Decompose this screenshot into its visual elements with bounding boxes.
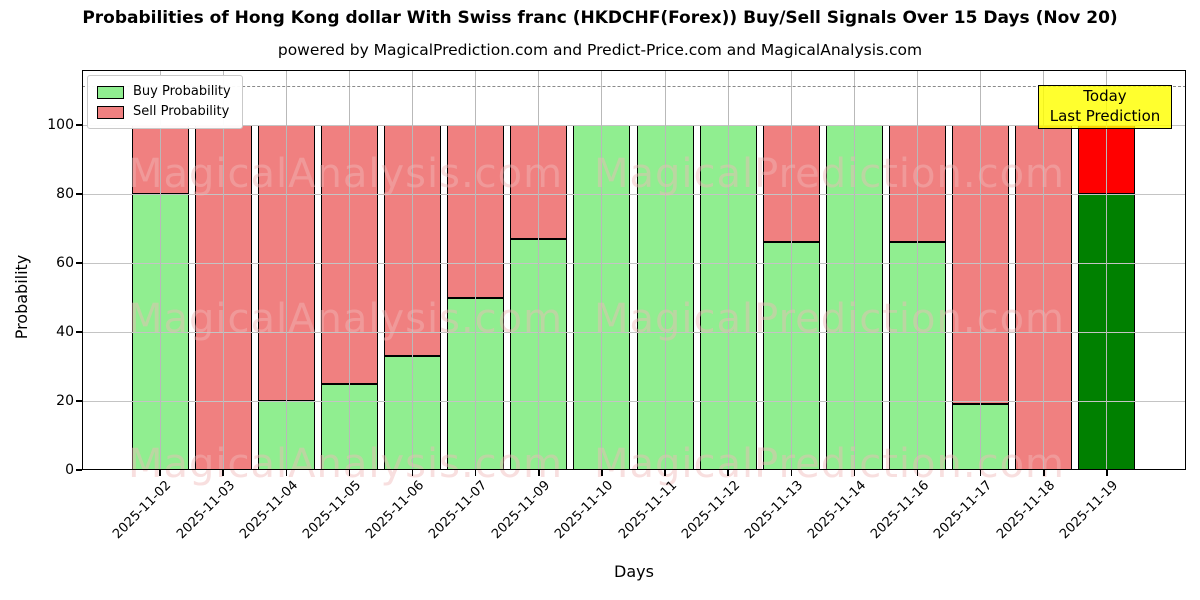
v-gridline-2025-11-05 xyxy=(348,70,350,470)
x-tick-mark-2025-11-02 xyxy=(159,470,161,476)
v-gridline-2025-11-09 xyxy=(538,70,540,470)
x-tick-label-2025-11-17: 2025-11-17 xyxy=(931,478,996,543)
v-gridline-2025-11-16 xyxy=(917,70,919,470)
x-tick-mark-2025-11-07 xyxy=(474,470,477,476)
y-tick-mark-40 xyxy=(76,331,82,333)
x-tick-label-2025-11-11: 2025-11-11 xyxy=(615,478,680,543)
legend-item-sell: Sell Probability xyxy=(97,102,231,122)
y-tick-mark-100 xyxy=(76,124,82,126)
x-tick-label-2025-11-03: 2025-11-03 xyxy=(173,478,238,543)
chart-subtitle: powered by MagicalPrediction.com and Pre… xyxy=(277,41,923,59)
v-gridline-2025-11-07 xyxy=(475,70,477,470)
h-gridline-100 xyxy=(82,124,1186,126)
y-tick-label-100: 100 xyxy=(47,117,74,133)
h-gridline-60 xyxy=(82,262,1186,264)
x-tick-mark-2025-11-18 xyxy=(1043,470,1045,476)
legend-item-buy: Buy Probability xyxy=(97,82,231,102)
x-tick-mark-2025-11-19 xyxy=(1106,470,1108,476)
x-tick-label-2025-11-12: 2025-11-12 xyxy=(678,478,743,543)
v-gridline-2025-11-18 xyxy=(1043,70,1045,470)
x-tick-label-2025-11-18: 2025-11-18 xyxy=(994,478,1059,543)
v-gridline-2025-11-19 xyxy=(1106,70,1108,470)
x-tick-label-2025-11-05: 2025-11-05 xyxy=(299,478,365,543)
watermark-2-0: MagicalAnalysis.com xyxy=(128,441,564,487)
upper-dashed-line xyxy=(82,86,1186,88)
v-gridline-2025-11-02 xyxy=(159,70,161,470)
x-tick-mark-2025-11-13 xyxy=(790,470,793,476)
h-gridline-40 xyxy=(82,331,1186,333)
watermark-0-1: MagicalPrediction.com xyxy=(594,151,1065,197)
y-axis-label: Probability xyxy=(12,254,31,340)
x-tick-label-2025-11-13: 2025-11-13 xyxy=(741,478,806,543)
v-gridline-2025-11-10 xyxy=(601,70,603,470)
x-tick-mark-2025-11-17 xyxy=(979,470,982,476)
x-tick-label-2025-11-02: 2025-11-02 xyxy=(110,478,175,543)
watermark-1-0: MagicalAnalysis.com xyxy=(128,296,564,342)
x-tick-mark-2025-11-04 xyxy=(285,470,288,476)
y-tick-mark-80 xyxy=(76,193,82,195)
annotation-line-last-prediction: Last Prediction xyxy=(1049,107,1161,125)
annotation-line-today: Today xyxy=(1083,87,1127,105)
x-tick-label-2025-11-16: 2025-11-16 xyxy=(868,478,933,543)
legend-label-buy: Buy Probability xyxy=(133,84,231,99)
y-tick-label-20: 20 xyxy=(56,393,74,409)
watermark-1-1: MagicalPrediction.com xyxy=(594,296,1065,342)
y-tick-label-40: 40 xyxy=(56,324,74,340)
x-tick-mark-2025-11-09 xyxy=(538,470,540,476)
x-tick-mark-2025-11-06 xyxy=(411,470,414,476)
v-gridline-2025-11-13 xyxy=(790,70,792,470)
v-gridline-2025-11-04 xyxy=(285,70,287,470)
buy-probability-swatch xyxy=(97,85,124,99)
h-gridline-80 xyxy=(82,193,1186,195)
x-tick-mark-2025-11-10 xyxy=(601,470,603,476)
v-gridline-2025-11-03 xyxy=(222,70,224,470)
sell-probability-swatch xyxy=(97,105,124,119)
plot-area: MagicalAnalysis.com MagicalPrediction.com… xyxy=(82,70,1186,487)
today-annotation-box: Today Last Prediction xyxy=(1038,85,1172,129)
x-tick-label-2025-11-07: 2025-11-07 xyxy=(426,478,491,543)
y-tick-label-0: 0 xyxy=(65,462,74,478)
watermark-0-0: MagicalAnalysis.com xyxy=(128,151,564,197)
x-tick-label-2025-11-14: 2025-11-14 xyxy=(805,478,870,543)
v-gridline-2025-11-14 xyxy=(853,70,855,470)
x-tick-mark-2025-11-16 xyxy=(916,470,919,476)
v-gridline-2025-11-12 xyxy=(727,70,729,470)
x-axis-label: Days xyxy=(614,562,654,581)
v-gridline-2025-11-06 xyxy=(412,70,414,470)
x-tick-mark-2025-11-14 xyxy=(853,470,856,476)
legend-label-sell: Sell Probability xyxy=(133,104,230,119)
y-tick-mark-20 xyxy=(76,400,82,402)
x-tick-mark-2025-11-05 xyxy=(348,470,351,476)
x-tick-label-2025-11-06: 2025-11-06 xyxy=(363,478,428,543)
v-gridline-2025-11-17 xyxy=(980,70,982,470)
x-tick-label-2025-11-10: 2025-11-10 xyxy=(552,478,617,543)
x-tick-mark-2025-11-11 xyxy=(664,470,666,476)
x-tick-mark-2025-11-12 xyxy=(727,470,729,476)
v-gridline-2025-11-11 xyxy=(664,70,666,470)
h-gridline-20 xyxy=(82,400,1186,402)
y-tick-mark-0 xyxy=(76,469,82,471)
y-tick-label-60: 60 xyxy=(56,255,74,271)
y-tick-label-80: 80 xyxy=(56,186,74,202)
x-tick-label-2025-11-19: 2025-11-19 xyxy=(1057,478,1122,543)
legend: Buy Probability Sell Probability xyxy=(87,75,243,129)
x-tick-label-2025-11-09: 2025-11-09 xyxy=(489,478,554,543)
y-tick-mark-60 xyxy=(76,262,82,264)
watermark-2-1: MagicalPrediction.com xyxy=(594,441,1065,487)
x-tick-mark-2025-11-03 xyxy=(222,470,224,476)
chart-title: Probabilities of Hong Kong dollar With S… xyxy=(82,8,1118,28)
x-tick-label-2025-11-04: 2025-11-04 xyxy=(236,478,301,543)
